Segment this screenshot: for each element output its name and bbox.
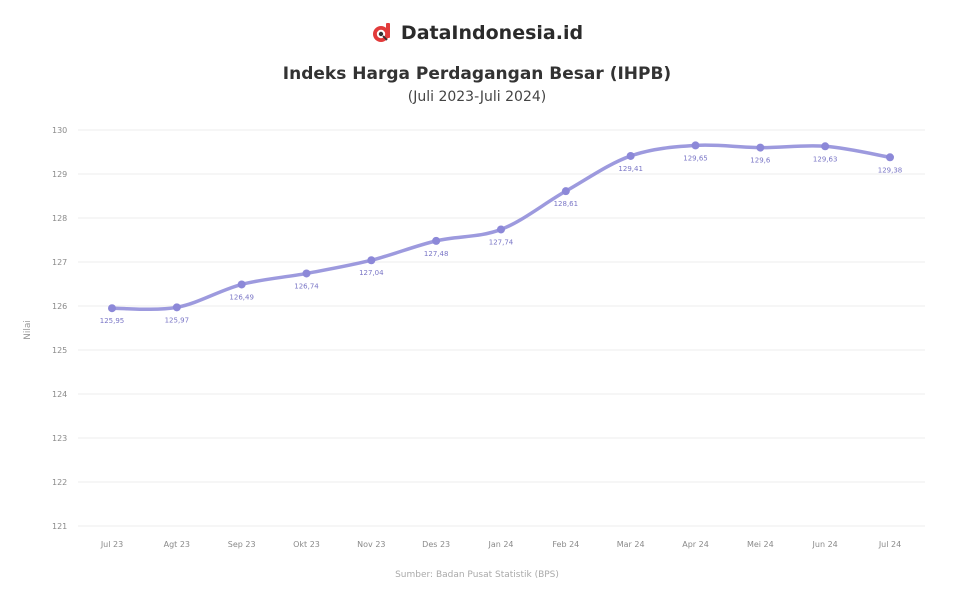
data-label: 125,97 bbox=[165, 316, 190, 324]
data-point bbox=[691, 141, 700, 150]
chart-title: Indeks Harga Perdagangan Besar (IHPB) bbox=[282, 64, 672, 84]
data-point bbox=[561, 187, 570, 196]
data-label: 127,48 bbox=[424, 250, 449, 258]
data-point bbox=[367, 256, 376, 265]
x-tick-label: Jul 23 bbox=[100, 540, 123, 549]
data-label: 129,65 bbox=[683, 154, 708, 162]
data-point bbox=[821, 142, 830, 151]
data-label: 126,49 bbox=[229, 293, 254, 301]
data-label: 127,04 bbox=[359, 269, 384, 277]
y-tick-label: 126 bbox=[52, 302, 67, 311]
x-tick-label: Okt 23 bbox=[293, 540, 320, 549]
brand-name: DataIndonesia.id bbox=[400, 22, 584, 44]
dataindonesia-logo-icon bbox=[372, 23, 390, 42]
y-axis-label: Nilai bbox=[23, 320, 33, 340]
chart-source: Sumber: Badan Pusat Statistik (BPS) bbox=[395, 570, 559, 580]
data-point bbox=[237, 280, 246, 289]
y-tick-label: 127 bbox=[52, 258, 67, 267]
data-label: 129,38 bbox=[878, 166, 903, 174]
brand-header: DataIndonesia.id bbox=[0, 22, 954, 49]
x-tick-label: Mar 24 bbox=[617, 540, 645, 549]
x-tick-label: Sep 23 bbox=[228, 540, 256, 549]
x-tick-label: Apr 24 bbox=[682, 540, 709, 549]
data-label: 127,74 bbox=[489, 238, 514, 246]
x-tick-label: Jun 24 bbox=[812, 540, 838, 549]
data-label: 128,61 bbox=[554, 200, 579, 208]
y-tick-label: 124 bbox=[52, 390, 67, 399]
y-tick-label: 125 bbox=[52, 346, 67, 355]
y-tick-label: 129 bbox=[52, 170, 67, 179]
data-label: 129,41 bbox=[618, 165, 643, 173]
x-tick-label: Mei 24 bbox=[747, 540, 774, 549]
data-point bbox=[108, 304, 116, 313]
data-label: 126,74 bbox=[294, 282, 319, 290]
x-tick-label: Agt 23 bbox=[164, 540, 190, 549]
data-label: 125,95 bbox=[100, 317, 125, 325]
y-tick-label: 128 bbox=[52, 214, 67, 223]
x-tick-label: Nov 23 bbox=[357, 540, 385, 549]
data-point bbox=[886, 153, 894, 162]
x-tick-label: Des 23 bbox=[422, 540, 450, 549]
data-point bbox=[626, 151, 635, 160]
y-tick-label: 130 bbox=[52, 126, 67, 135]
chart-subtitle: (Juli 2023-Juli 2024) bbox=[407, 89, 547, 105]
data-label: 129,6 bbox=[750, 157, 771, 165]
data-point bbox=[302, 269, 311, 278]
data-label: 129,63 bbox=[813, 155, 838, 163]
y-tick-label: 122 bbox=[52, 478, 67, 487]
data-point bbox=[172, 303, 181, 312]
x-tick-label: Jan 24 bbox=[487, 540, 513, 549]
x-tick-label: Feb 24 bbox=[552, 540, 579, 549]
data-point bbox=[497, 225, 505, 234]
x-tick-label: Jul 24 bbox=[878, 540, 901, 549]
y-tick-label: 123 bbox=[52, 434, 67, 443]
y-tick-label: 121 bbox=[52, 522, 67, 531]
data-point bbox=[756, 143, 765, 152]
data-point bbox=[432, 236, 441, 245]
